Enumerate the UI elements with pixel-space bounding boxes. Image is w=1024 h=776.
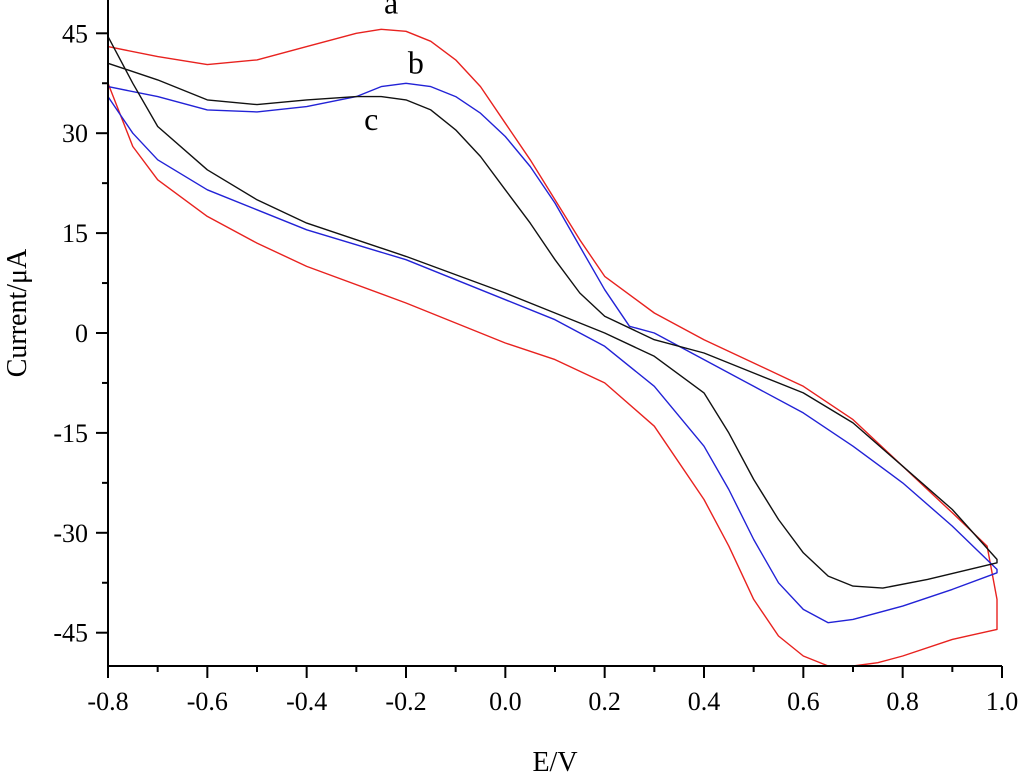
y-tick-label: 15 bbox=[62, 219, 88, 248]
curve-c bbox=[107, 36, 998, 589]
tick-labels: -0.8 -0.6 -0.4 -0.2 0.0 0.2 0.4 0.6 0.8 1.0 45 30 15… bbox=[53, 19, 1018, 716]
y-axis-title: Current/μA bbox=[2, 248, 33, 377]
x-axis-title: E/V bbox=[532, 747, 577, 776]
y-tick-label: -15 bbox=[53, 419, 88, 448]
x-tick-label: -0.4 bbox=[286, 687, 327, 716]
x-tick-label: 1.0 bbox=[986, 687, 1019, 716]
x-tick-label: 0.6 bbox=[787, 687, 820, 716]
x-tick-label: -0.8 bbox=[87, 687, 128, 716]
x-tick-label: 0.2 bbox=[588, 687, 621, 716]
curve-label-b: b bbox=[408, 44, 424, 80]
curve-label-c: c bbox=[364, 101, 378, 137]
curve-label-a: a bbox=[384, 0, 398, 20]
x-tick-label: 0.4 bbox=[688, 687, 721, 716]
y-tick-label: 0 bbox=[75, 319, 88, 348]
x-tick-label: -0.6 bbox=[187, 687, 228, 716]
axes bbox=[96, 0, 1003, 678]
y-tick-label: -45 bbox=[53, 619, 88, 648]
x-tick-label: 0.8 bbox=[886, 687, 919, 716]
curves bbox=[107, 28, 998, 667]
curve-b bbox=[107, 82, 998, 624]
y-tick-label: 45 bbox=[62, 19, 88, 48]
curve-labels: a bc bbox=[364, 0, 424, 137]
y-tick-label: -30 bbox=[53, 519, 88, 548]
curve-a bbox=[107, 28, 998, 667]
y-tick-label: 30 bbox=[62, 119, 88, 148]
x-tick-label: -0.2 bbox=[385, 687, 426, 716]
x-tick-label: 0.0 bbox=[489, 687, 522, 716]
